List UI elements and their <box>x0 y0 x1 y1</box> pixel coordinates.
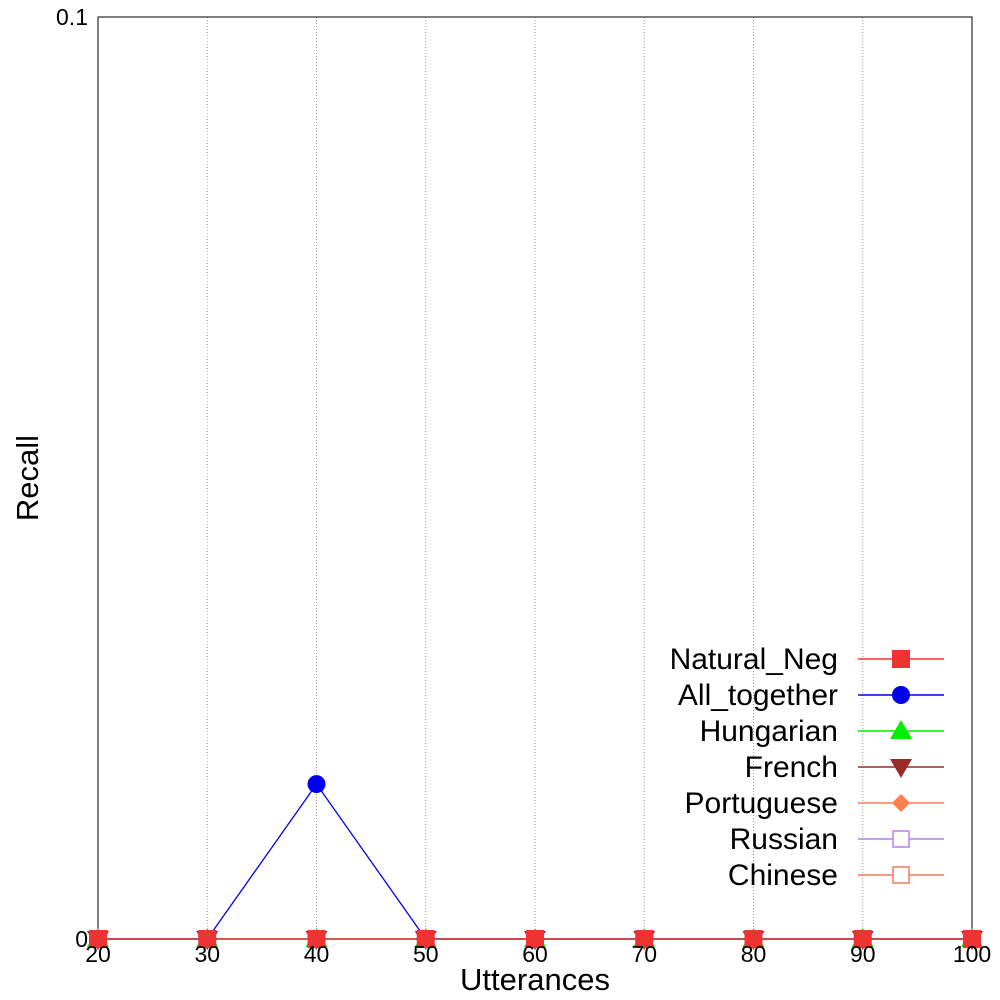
x-tick-label: 30 <box>194 941 220 967</box>
data-point <box>416 930 435 948</box>
x-axis-label: Utterances <box>460 962 610 997</box>
data-point <box>744 930 763 948</box>
legend-marker <box>890 720 912 739</box>
legend-label: Hungarian <box>700 715 838 748</box>
x-tick-labels: 20 30 40 50 60 70 80 90 100 <box>85 941 991 967</box>
legend-label: French <box>745 751 838 784</box>
x-tick-label: 20 <box>85 941 111 967</box>
y-tick-labels: 00.1 <box>56 4 88 952</box>
data-point <box>526 930 544 948</box>
legend: Natural_NegAll_togetherHungarianFrenchPo… <box>670 643 944 892</box>
data-point <box>198 930 217 948</box>
x-tick-label: 50 <box>413 941 439 967</box>
legend-label: Portuguese <box>685 787 838 820</box>
y-tick-label: 0 <box>75 926 88 952</box>
legend-label: All_together <box>678 679 838 712</box>
data-point <box>963 930 981 948</box>
legend-label: Russian <box>730 823 838 856</box>
legend-marker <box>892 686 910 704</box>
x-tick-label: 90 <box>850 941 876 967</box>
data-point <box>89 930 107 948</box>
x-tick-label: 40 <box>304 941 330 967</box>
data-point <box>307 930 326 948</box>
legend-marker <box>892 794 910 812</box>
legend-label: Natural_Neg <box>670 643 838 676</box>
data-point <box>853 930 872 948</box>
legend-marker <box>892 830 910 848</box>
x-tick-label: 60 <box>522 941 548 967</box>
legend-marker <box>892 866 910 884</box>
x-tick-label: 100 <box>953 941 991 967</box>
legend-label: Chinese <box>728 859 838 892</box>
data-point <box>635 930 654 948</box>
series-layer <box>87 775 983 950</box>
x-tick-label: 70 <box>631 941 657 967</box>
legend-marker <box>890 759 912 778</box>
legend-marker <box>892 650 910 668</box>
y-tick-label: 0.1 <box>56 4 88 30</box>
data-point <box>307 775 326 794</box>
y-axis-label: Recall <box>10 435 45 521</box>
x-tick-label: 80 <box>741 941 767 967</box>
